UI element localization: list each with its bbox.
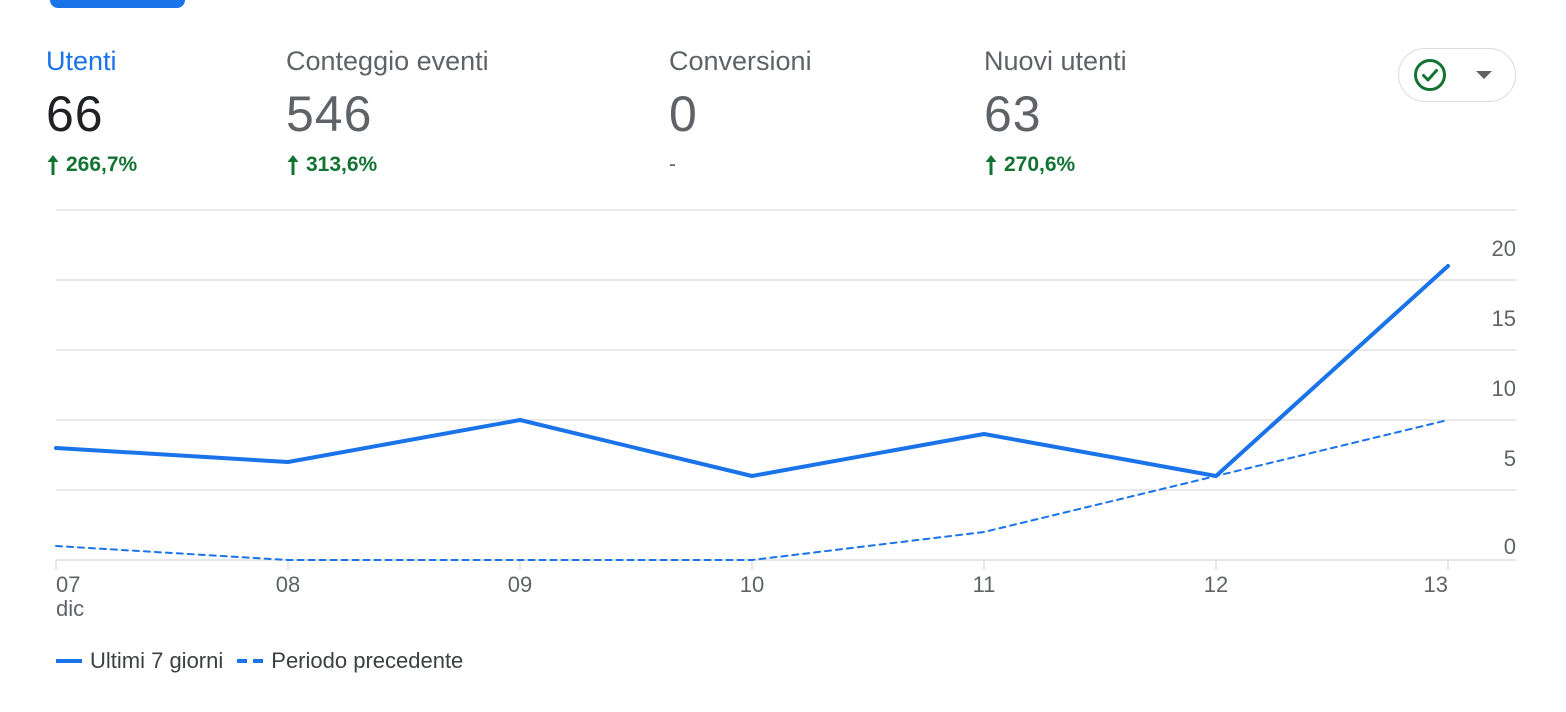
- metric-value: 66: [46, 86, 104, 142]
- x-tick-label: 10: [740, 572, 764, 597]
- y-tick-label: 20: [1492, 236, 1516, 261]
- metric-label: Nuovi utenti: [984, 46, 1127, 76]
- metric-change-value: 270,6%: [1004, 153, 1076, 176]
- metric-change-value: 266,7%: [66, 153, 138, 176]
- chevron-down-icon: [1476, 71, 1492, 79]
- x-tick-label: 07: [56, 572, 80, 597]
- metric-card-nuovi-utenti[interactable]: Nuovi utenti 63 270,6%: [984, 46, 1127, 179]
- metric-label: Conteggio eventi: [286, 46, 489, 76]
- x-tick-label: 13: [1424, 572, 1448, 597]
- arrow-up-icon: [985, 155, 997, 175]
- active-tab-indicator: [50, 0, 185, 8]
- x-tick-label: 08: [276, 572, 300, 597]
- chart-svg: 051015202507dic080910111213: [54, 166, 1516, 621]
- users-line-chart: 051015202507dic080910111213: [0, 166, 1566, 630]
- metric-value: 0: [669, 86, 698, 142]
- legend-label: Ultimi 7 giorni: [90, 648, 224, 673]
- compare-dropdown-button[interactable]: [1398, 48, 1516, 102]
- chart-legend: Ultimi 7 giorni Periodo precedente: [56, 648, 463, 674]
- x-tick-sublabel: dic: [56, 596, 84, 621]
- legend-label: Periodo precedente: [271, 648, 464, 673]
- check-circle-icon: [1414, 59, 1446, 91]
- legend-swatch-solid: [56, 659, 82, 663]
- arrow-up-icon: [287, 155, 299, 175]
- x-tick-label: 12: [1204, 572, 1228, 597]
- metric-change: 313,6%: [286, 151, 489, 179]
- metric-change: 266,7%: [46, 151, 137, 179]
- metric-change: -: [669, 151, 812, 179]
- y-tick-label: 0: [1504, 534, 1516, 559]
- metric-label: Utenti: [46, 46, 117, 76]
- metric-value: 546: [286, 86, 373, 142]
- metric-card-utenti[interactable]: Utenti 66 266,7%: [46, 46, 137, 179]
- y-tick-label: 5: [1504, 446, 1516, 471]
- arrow-up-icon: [47, 155, 59, 175]
- series-line-previous: [55, 419, 1449, 561]
- legend-swatch-dashed: [237, 659, 264, 663]
- metric-change: 270,6%: [984, 151, 1127, 179]
- y-tick-label: 15: [1492, 306, 1516, 331]
- series-line-current: [54, 264, 1450, 478]
- metric-change-value: -: [669, 153, 676, 176]
- legend-item-current[interactable]: Ultimi 7 giorni: [56, 648, 223, 674]
- metric-label: Conversioni: [669, 46, 812, 76]
- x-tick-label: 11: [973, 572, 996, 597]
- y-tick-label: 10: [1492, 376, 1516, 401]
- metric-card-conversioni[interactable]: Conversioni 0 -: [669, 46, 812, 179]
- metric-change-value: 313,6%: [306, 153, 378, 176]
- legend-item-previous[interactable]: Periodo precedente: [237, 648, 463, 674]
- x-tick-label: 09: [508, 572, 532, 597]
- metric-value: 63: [984, 86, 1042, 142]
- metric-card-conteggio-eventi[interactable]: Conteggio eventi 546 313,6%: [286, 46, 489, 179]
